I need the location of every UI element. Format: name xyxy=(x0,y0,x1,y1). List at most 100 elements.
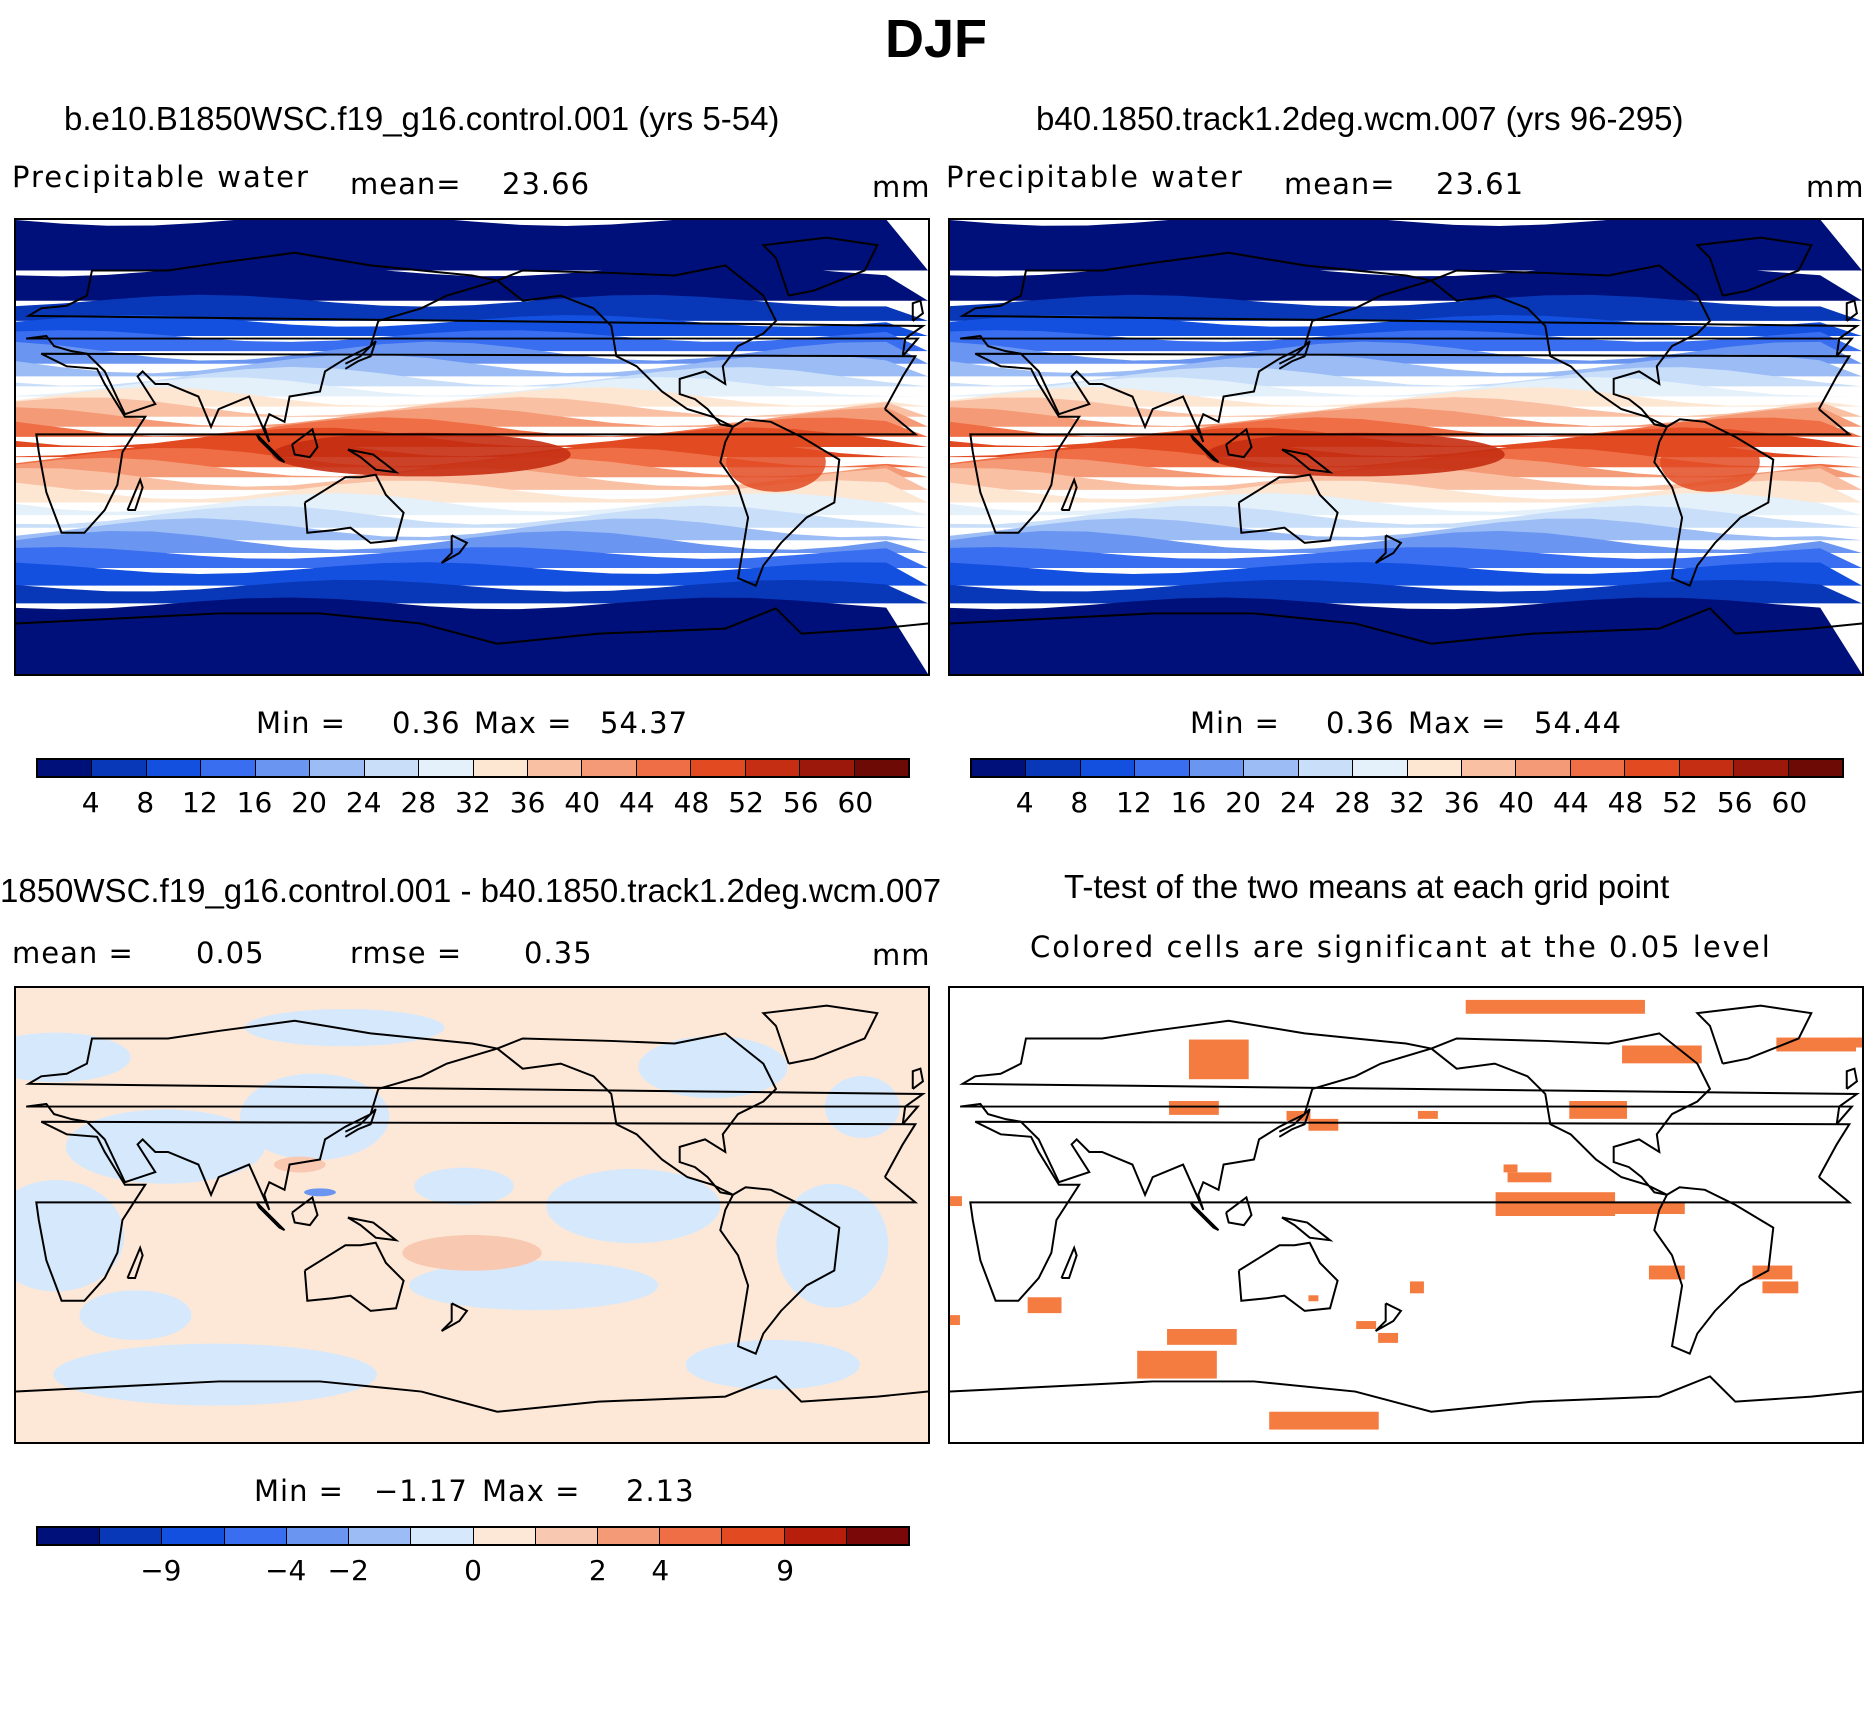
colorbar-swatch xyxy=(691,760,746,776)
colorbar-track1 xyxy=(970,758,1844,778)
colorbar-tick-label: 32 xyxy=(455,786,491,819)
colorbar-swatch xyxy=(100,1528,163,1544)
colorbar-swatch xyxy=(636,760,692,776)
map-track1-precipitable-water xyxy=(948,218,1864,676)
colorbar-swatch xyxy=(1135,760,1190,776)
colorbar-swatch xyxy=(597,1528,661,1544)
min-label: Min = xyxy=(254,1474,344,1508)
colorbar-ticks-difference: −9 −4 −2 0 2 4 9 xyxy=(36,1554,910,1587)
colorbar-tick-label: 0 xyxy=(464,1554,482,1587)
colorbar-swatch xyxy=(1244,760,1299,776)
colorbar-swatch xyxy=(310,760,365,776)
colorbar-swatch xyxy=(349,1528,412,1544)
difference-contours xyxy=(16,988,928,1442)
colorbar-swatch xyxy=(286,1528,350,1544)
colorbar-tick-label: 4 xyxy=(81,786,100,819)
colorbar-tick-label: 56 xyxy=(782,786,819,819)
colorbar-swatch xyxy=(722,1528,785,1544)
colorbar-swatch xyxy=(1570,760,1626,776)
colorbar-swatch xyxy=(1189,760,1245,776)
colorbar-tick-label: 9 xyxy=(776,1554,795,1587)
colorbar-swatch xyxy=(535,1528,598,1544)
max-label: Max = xyxy=(482,1474,581,1508)
coastline xyxy=(16,236,928,645)
colorbar-tick-label: 16 xyxy=(236,786,273,819)
colorbar-tick-label: 16 xyxy=(1170,786,1207,819)
colorbar-swatch xyxy=(1353,760,1408,776)
colorbar-swatch xyxy=(854,760,908,776)
significant-cells xyxy=(950,999,1862,1430)
min-value: 0.36 xyxy=(1326,706,1395,740)
colorbar-tick-label: 24 xyxy=(1279,786,1316,819)
colorbar-swatch xyxy=(38,1528,101,1544)
colorbar-tick-label: 4 xyxy=(1015,786,1034,819)
colorbar-tick-label: 8 xyxy=(1070,786,1089,819)
units-label: mm xyxy=(872,170,931,204)
colorbar-tick-label: 24 xyxy=(345,786,382,819)
colorbar-swatch xyxy=(800,760,855,776)
colorbar-ticks-track1: 4 8 12 16 20 24 28 32 36 40 44 48 52 56 60 xyxy=(970,786,1844,819)
colorbar-swatch xyxy=(784,1528,847,1544)
colorbar-swatch xyxy=(1080,760,1136,776)
colorbar-ticks-control: 4 8 12 16 20 24 28 32 36 40 44 48 52 56 60 xyxy=(36,786,910,819)
colorbar-tick-label: 12 xyxy=(1116,786,1152,819)
colorbar-tick-label: 48 xyxy=(1607,786,1644,819)
max-value: 2.13 xyxy=(626,1474,695,1508)
colorbar-swatch xyxy=(846,1528,909,1544)
colorbar-swatch xyxy=(255,760,311,776)
colorbar-tick-label: 60 xyxy=(837,786,874,819)
colorbar-swatch xyxy=(1026,760,1081,776)
max-label: Max = xyxy=(474,706,573,740)
colorbar-swatch xyxy=(527,760,583,776)
mean-value: 0.05 xyxy=(196,936,265,970)
colorbar-tick-label: 36 xyxy=(1443,786,1480,819)
colorbar-tick-label: 32 xyxy=(1389,786,1425,819)
colorbar-tick-label: 52 xyxy=(728,786,764,819)
units-label: mm xyxy=(872,938,931,972)
min-value: 0.36 xyxy=(392,706,461,740)
colorbar-tick-label: 56 xyxy=(1716,786,1753,819)
colorbar-tick-label: 44 xyxy=(1553,786,1589,819)
colorbar-tick-label: 28 xyxy=(400,786,437,819)
filled-contours xyxy=(16,220,928,674)
colorbar-swatch xyxy=(582,760,637,776)
colorbar-swatch xyxy=(1461,760,1517,776)
colorbar-control xyxy=(36,758,910,778)
rmse-label: rmse = xyxy=(350,936,463,970)
mean-label: mean= xyxy=(350,167,462,201)
min-value: −1.17 xyxy=(374,1474,468,1508)
colorbar-swatch xyxy=(411,1528,474,1544)
filled-contours xyxy=(950,220,1862,674)
colorbar-difference xyxy=(36,1526,910,1546)
min-label: Min = xyxy=(1190,706,1280,740)
panel-title-ttest: T-test of the two means at each grid poi… xyxy=(1064,868,1670,905)
colorbar-swatch xyxy=(473,1528,536,1544)
colorbar-swatch xyxy=(473,760,528,776)
mean-label: mean = xyxy=(12,936,134,970)
colorbar-swatch xyxy=(162,1528,225,1544)
units-label: mm xyxy=(1806,170,1865,204)
colorbar-tick-label: −9 xyxy=(140,1554,182,1587)
mean-value: 23.61 xyxy=(1436,167,1525,201)
mean-label: mean= xyxy=(1284,167,1396,201)
max-label: Max = xyxy=(1408,706,1507,740)
colorbar-tick-label: 28 xyxy=(1334,786,1371,819)
colorbar-tick-label: 2 xyxy=(588,1554,607,1587)
coastline xyxy=(950,1004,1862,1413)
colorbar-tick-label: 36 xyxy=(509,786,546,819)
colorbar-tick-label: 4 xyxy=(651,1554,670,1587)
map-control-precipitable-water xyxy=(14,218,930,676)
panel-title-control: b.e10.B1850WSC.f19_g16.control.001 (yrs … xyxy=(64,100,780,137)
max-value: 54.37 xyxy=(600,706,689,740)
colorbar-tick-label: 40 xyxy=(1498,786,1535,819)
figure-title: DJF xyxy=(884,9,987,69)
colorbar-swatch xyxy=(745,760,801,776)
min-label: Min = xyxy=(256,706,346,740)
map-ttest-significance xyxy=(948,986,1864,1444)
colorbar-swatch xyxy=(146,760,202,776)
variable-label: Precipitable water xyxy=(12,160,310,194)
colorbar-swatch xyxy=(1734,760,1789,776)
rmse-value: 0.35 xyxy=(524,936,593,970)
colorbar-swatch xyxy=(201,760,256,776)
mean-value: 23.66 xyxy=(502,167,591,201)
